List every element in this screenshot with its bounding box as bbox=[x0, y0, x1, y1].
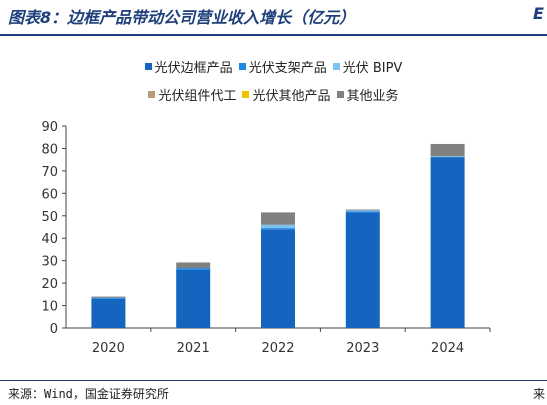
x-tick-label: 2022 bbox=[261, 341, 294, 356]
legend-row-2: 光伏组件代工 光伏其他产品 其他业务 bbox=[0, 85, 547, 104]
legend-label: 光伏其他产品 bbox=[252, 89, 331, 104]
x-tick-label: 2021 bbox=[177, 341, 210, 356]
y-tick-label: 10 bbox=[41, 300, 58, 315]
bar-segment bbox=[91, 297, 126, 299]
legend-item: 光伏支架产品 bbox=[238, 57, 327, 76]
bar-segment bbox=[430, 157, 465, 328]
y-tick-label: 70 bbox=[41, 165, 58, 180]
legend-swatch bbox=[238, 63, 246, 70]
y-tick-label: 30 bbox=[41, 255, 58, 270]
bar-segment bbox=[91, 296, 126, 298]
legend-item: 光伏边框产品 bbox=[144, 57, 233, 76]
legend-item: 光伏组件代工 bbox=[148, 85, 236, 104]
legend-swatch bbox=[242, 91, 250, 98]
source-right-fragment: 来 bbox=[533, 387, 546, 401]
title-right-fragment: E bbox=[533, 4, 544, 23]
footer-divider bbox=[0, 380, 547, 381]
bar-segment bbox=[345, 210, 380, 212]
x-tick-label: 2024 bbox=[431, 341, 464, 356]
legend-label: 光伏边框产品 bbox=[154, 61, 233, 76]
x-tick-label: 2020 bbox=[92, 341, 125, 356]
y-tick-label: 20 bbox=[41, 277, 58, 292]
bar-segment bbox=[91, 298, 126, 328]
bar-segment bbox=[176, 269, 211, 328]
y-tick-label: 50 bbox=[41, 210, 58, 225]
bar-segment bbox=[261, 229, 295, 328]
legend-label: 光伏 BIPV bbox=[342, 61, 403, 76]
legend-item: 其他业务 bbox=[336, 85, 399, 104]
legend-swatch bbox=[332, 63, 340, 70]
legend-item: 光伏 BIPV bbox=[332, 57, 403, 76]
legend-row-1: 光伏边框产品 光伏支架产品 光伏 BIPV bbox=[0, 57, 547, 76]
legend-label: 光伏支架产品 bbox=[248, 61, 327, 76]
legend-swatch bbox=[148, 91, 156, 98]
bar-segment bbox=[345, 212, 380, 328]
bar-segment bbox=[261, 228, 295, 230]
title-bar: 图表8：边框产品带动公司营业收入增长（亿元） E bbox=[0, 0, 547, 36]
y-tick-label: 80 bbox=[41, 142, 58, 157]
bar-segment bbox=[176, 262, 211, 269]
y-tick-label: 90 bbox=[41, 120, 58, 135]
legend-label: 其他业务 bbox=[346, 89, 399, 104]
bar-segment bbox=[261, 212, 295, 225]
bar-segment bbox=[345, 211, 380, 213]
legend-swatch bbox=[336, 91, 344, 98]
chart-title: 图表8：边框产品带动公司营业收入增长（亿元） bbox=[8, 8, 356, 27]
x-tick-label: 2023 bbox=[346, 341, 379, 356]
bar-segment bbox=[345, 209, 380, 211]
y-tick-label: 40 bbox=[41, 232, 58, 247]
legend-item: 光伏其他产品 bbox=[242, 85, 331, 104]
source-note: 来源：Wind，国金证券研究所 bbox=[8, 387, 169, 401]
bar-segment bbox=[261, 224, 295, 229]
legend-swatch bbox=[144, 63, 152, 70]
bar-segment bbox=[176, 268, 211, 270]
bar-segment bbox=[430, 156, 465, 158]
bar-segment bbox=[430, 143, 465, 157]
y-tick-label: 60 bbox=[41, 187, 58, 202]
legend-label: 光伏组件代工 bbox=[158, 89, 237, 104]
y-tick-label: 0 bbox=[50, 322, 58, 337]
